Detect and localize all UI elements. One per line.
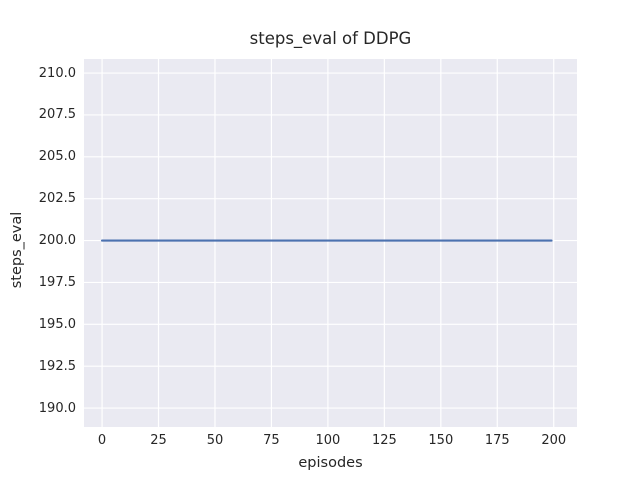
- y-tick-label: 200.0: [38, 233, 76, 249]
- x-tick-label: 175: [484, 433, 510, 448]
- y-axis-label: steps_eval: [9, 211, 25, 289]
- x-axis-label: episodes: [298, 455, 363, 471]
- y-tick-label: 210.0: [38, 65, 76, 81]
- x-tick-label: 125: [371, 433, 397, 448]
- x-tick-label: 0: [97, 433, 107, 448]
- y-tick-label: 192.5: [38, 358, 76, 374]
- x-tick-label: 75: [263, 433, 280, 448]
- y-tick-label: 205.0: [38, 149, 76, 165]
- chart-title: steps_eval of DDPG: [249, 29, 412, 48]
- x-tick-label: 200: [541, 433, 567, 448]
- plot-area: [84, 59, 577, 427]
- x-tick-label: 150: [428, 433, 454, 448]
- y-tick-label: 202.5: [38, 191, 76, 207]
- y-tick-label: 197.5: [38, 274, 76, 290]
- x-tick-label: 100: [315, 433, 341, 448]
- x-tick-label: 50: [206, 433, 224, 448]
- x-tick-label: 25: [150, 433, 167, 448]
- y-tick-label: 190.0: [38, 400, 76, 416]
- plot-canvas: [84, 59, 577, 427]
- y-tick-label: 195.0: [38, 316, 76, 332]
- y-tick-label: 207.5: [38, 107, 76, 123]
